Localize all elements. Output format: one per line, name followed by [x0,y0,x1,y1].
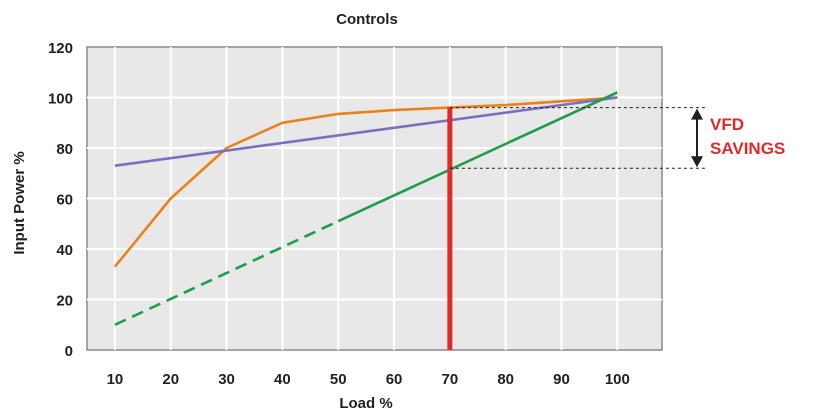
y-tick-label: 40 [56,242,73,259]
x-tick-label: 100 [605,371,630,388]
tick-labels: 0 20 40 60 80 100 120 10 20 30 40 50 60 70 80 90 100 [48,40,630,388]
savings-arrow-head-down [691,156,703,168]
series-layer [113,91,618,326]
x-tick-label: 80 [497,371,514,388]
chart-title: Controls [336,11,398,28]
x-tick-label: 30 [218,371,235,388]
series-line-2 [114,96,618,167]
y-tick-label: 120 [48,40,73,57]
x-tick-label: 60 [386,371,403,388]
series-line-3 [114,220,339,326]
x-axis-label: Load % [339,395,392,412]
annotation-vfd: VFD [710,115,744,134]
x-tick-label: 20 [162,371,179,388]
annotation-savings: SAVINGS [710,139,785,158]
x-tick-label: 70 [442,371,459,388]
y-tick-label: 60 [56,192,73,209]
savings-arrow-head-up [691,108,703,120]
x-tick-label: 90 [553,371,570,388]
y-axis-label: Input Power % [11,151,28,254]
y-tick-label: 80 [56,141,73,158]
y-tick-label: 100 [48,91,73,108]
x-tick-label: 10 [107,371,124,388]
y-tick-label: 0 [65,343,73,360]
savings-marker [447,107,706,350]
series-line-1 [113,96,618,268]
y-tick-label: 20 [56,293,73,310]
series-line-4 [337,91,618,223]
x-tick-label: 50 [330,371,347,388]
x-tick-label: 40 [274,371,291,388]
